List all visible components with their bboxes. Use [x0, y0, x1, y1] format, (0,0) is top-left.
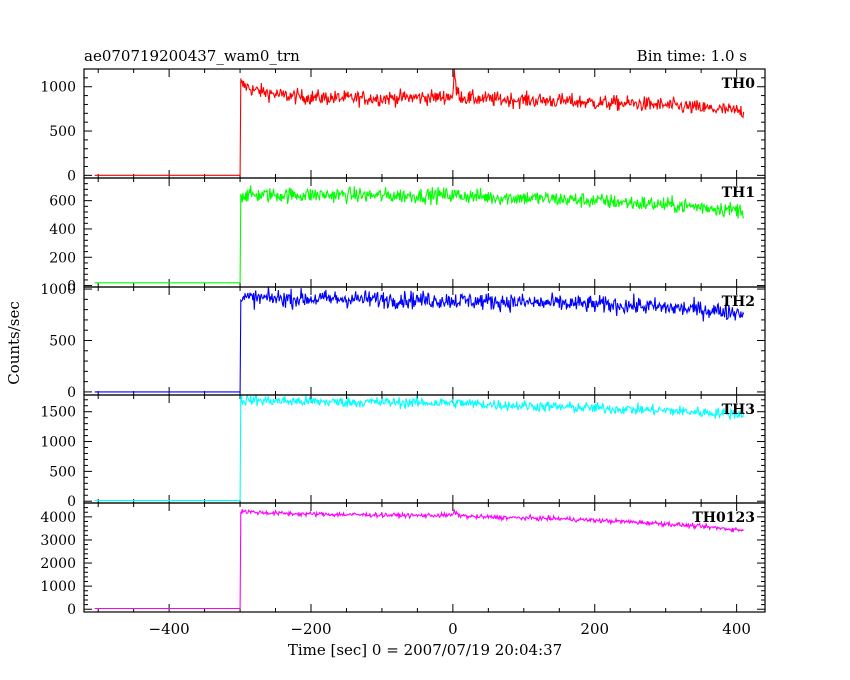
- panel-label-th3: TH3: [722, 402, 755, 418]
- x-tick-label: 400: [722, 620, 751, 638]
- x-tick-label: −400: [149, 620, 190, 638]
- series-line-th0: [94, 68, 745, 176]
- panel-label-th2: TH2: [722, 294, 755, 310]
- y-tick-label-th0123: 2000: [40, 556, 76, 572]
- text-layer: ae070719200437_wam0_trn Bin time: 1.0 s …: [5, 47, 755, 659]
- y-tick-label-th0123: 0: [67, 602, 76, 618]
- x-tick-label: 200: [580, 620, 609, 638]
- series-line-th2: [94, 286, 745, 393]
- y-tick-label-th1: 0: [67, 279, 76, 295]
- header-left-title: ae070719200437_wam0_trn: [84, 47, 300, 65]
- x-axis-label: Time [sec] 0 = 2007/07/19 20:04:37: [288, 641, 562, 659]
- axes-layer: [84, 68, 765, 612]
- y-tick-label-th2: 1000: [40, 282, 76, 298]
- y-tick-label-th0123: 1000: [40, 579, 76, 595]
- header-bin-time: Bin time: 1.0 s: [637, 47, 747, 65]
- y-tick-label-th0: 500: [49, 124, 76, 140]
- y-tick-label-th1: 600: [49, 194, 76, 210]
- panel-label-th0123: TH0123: [692, 510, 755, 526]
- y-tick-label-th2: 500: [49, 333, 76, 349]
- x-tick-label: 0: [448, 620, 458, 638]
- y-axis-label: Counts/sec: [5, 301, 23, 385]
- y-tick-label-th1: 400: [49, 222, 76, 238]
- panel-label-th0: TH0: [722, 76, 756, 92]
- y-tick-label-th0123: 3000: [40, 533, 76, 549]
- y-tick-label-th0: 0: [67, 168, 76, 184]
- y-tick-label-th3: 0: [67, 494, 76, 510]
- frame-layer: [83, 68, 766, 613]
- x-tick-label: −200: [290, 620, 331, 638]
- y-tick-label-th0: 1000: [40, 80, 76, 96]
- series-line-th1: [94, 185, 745, 284]
- series-line-th3: [94, 393, 745, 502]
- panel-frame-th0123: [83, 502, 766, 613]
- y-tick-label-th3: 500: [49, 464, 76, 480]
- panel-frame-th0: [83, 68, 766, 179]
- series-line-th0123: [94, 508, 744, 610]
- y-tick-label-th1: 200: [49, 250, 76, 266]
- y-tick-label-th0123: 4000: [40, 510, 76, 526]
- y-tick-label-th2: 0: [67, 385, 76, 401]
- panel-frame-th1: [83, 177, 766, 288]
- y-tick-label-th3: 1000: [40, 435, 76, 451]
- data-layer: [94, 68, 745, 610]
- panel-label-th1: TH1: [722, 185, 755, 201]
- y-tick-label-th3: 1500: [40, 405, 76, 421]
